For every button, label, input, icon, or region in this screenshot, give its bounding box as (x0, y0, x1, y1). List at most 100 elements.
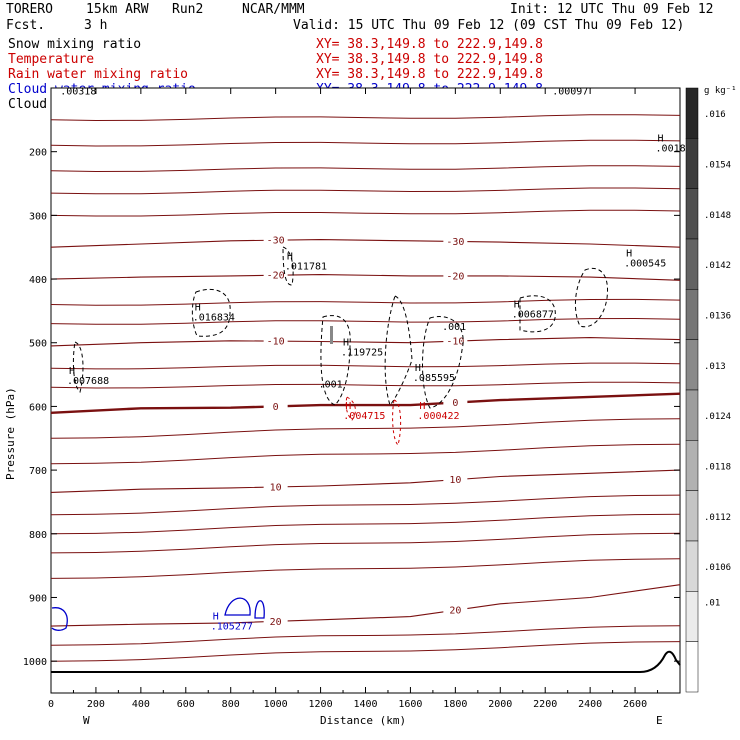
legend-label: Rain water mixing ratio (8, 67, 188, 82)
cloud-water-contour (254, 600, 265, 619)
isotherm-line (50, 298, 681, 306)
isotherm-line (50, 513, 681, 535)
snow-contour (282, 246, 294, 286)
snow-contour (422, 316, 464, 409)
isotherm-label: -20 (446, 271, 464, 282)
x-tick-label: 2400 (578, 699, 602, 710)
header-resolution: 15km ARW (86, 2, 149, 17)
isotherm-label-bg (443, 396, 468, 408)
extremum-letter: H (658, 134, 664, 145)
isotherm-label-bg (443, 269, 468, 281)
extremum-value: .000545 (624, 258, 666, 269)
extremum-value: .011781 (285, 262, 327, 273)
extremum-letter: H (287, 252, 293, 263)
isotherm-line (50, 443, 681, 465)
isotherm-label: 20 (270, 617, 282, 628)
header-source: NCAR/MMM (242, 2, 305, 17)
isotherm-line (50, 558, 681, 579)
extremum-value: .105277 (211, 621, 253, 632)
isotherm-line (50, 494, 681, 516)
legend-label: Temperature (8, 52, 94, 67)
header-fcst-value: 3 h (84, 18, 107, 33)
extremum-letter: H (195, 302, 201, 313)
isotherm-labeled-line (50, 469, 681, 493)
extremum-value: .000422 (417, 411, 459, 422)
extremum-value: .016834 (193, 312, 235, 323)
colorbar-swatch (685, 591, 699, 642)
isotherm-line (50, 317, 681, 325)
rain-contour (345, 396, 356, 421)
header-fcst-label: Fcst. (6, 18, 45, 33)
isotherm-label: 10 (449, 475, 461, 486)
extremum-value: .004715 (343, 411, 385, 422)
x-tick-label: 1200 (309, 699, 333, 710)
header-model: TORERO (6, 2, 53, 17)
terrain-line (51, 650, 681, 673)
isotherm-label: -30 (267, 236, 285, 247)
isotherm-label-bg (263, 400, 288, 412)
colorbar-swatch (685, 238, 699, 290)
isotherm-label-bg (263, 615, 288, 627)
x-tick-label: 2600 (623, 699, 647, 710)
colorbar-label: .0106 (704, 563, 731, 573)
isotherm-label: -20 (267, 271, 285, 282)
colorbar-swatch (685, 490, 699, 542)
snow-contour (519, 295, 556, 333)
cloud-water-contour (224, 597, 251, 616)
extremum-value: .00318 (60, 86, 96, 97)
isotherm-line (50, 381, 681, 389)
extremum-letter: H (415, 363, 421, 374)
isotherm-line (50, 187, 681, 195)
y-axis-label: Pressure (hPa) (4, 387, 17, 480)
isotherm-label: 20 (449, 606, 461, 617)
isotherm-label-bg (263, 480, 288, 492)
x-tick-label: 0 (48, 699, 54, 710)
isotherm-label-bg (263, 269, 288, 281)
x-axis-west-label: W (83, 714, 90, 727)
x-tick-label: 600 (177, 699, 195, 710)
y-tick-label: 700 (29, 466, 47, 477)
legend-xy: XY= 38.3,149.8 to 222.9,149.8 (316, 52, 543, 67)
isotherm-line (50, 165, 681, 173)
isotherm-line (50, 362, 681, 370)
isotherm-line (50, 625, 681, 646)
extremum-letter: H (345, 401, 351, 412)
cloud-ice-core (330, 326, 333, 344)
x-axis-east-label: E (656, 714, 663, 727)
isotherm-line (50, 418, 681, 439)
y-tick-label: 300 (29, 211, 47, 222)
isotherm-line (50, 139, 681, 147)
x-tick-label: 1000 (264, 699, 288, 710)
x-tick-label: 1400 (353, 699, 377, 710)
isotherm-line (50, 641, 681, 662)
isotherm-label: 10 (270, 482, 282, 493)
mixing-ratio-contours (51, 246, 609, 631)
extremum-value: .00097 (552, 86, 588, 97)
extremum-value: .006877 (512, 309, 554, 320)
colorbar-label: .0154 (704, 161, 731, 171)
x-axis: 0 200 400 600 800 1000 1200 1400 1600 1800 2000 220… (48, 88, 659, 710)
extrema-labels: H.007688H.016834H.011781H.119725.001H.08… (60, 86, 685, 632)
colorbar-label: .0136 (704, 312, 731, 322)
snow-contour (574, 268, 609, 328)
colorbar-swatch (685, 389, 699, 441)
isotherm-labeled-line (50, 392, 681, 414)
snow-contour (320, 315, 351, 406)
colorbar: g kg⁻¹ .016 .0154 .0148 .0142 .0136 .013 .0124… (685, 86, 737, 693)
isotherm-labeled-line (50, 584, 681, 627)
header-init: Init: 12 UTC Thu 09 Feb 12 (510, 2, 714, 17)
colorbar-swatch (685, 138, 699, 189)
snow-contour (72, 341, 84, 393)
isotherm-label: 0 (273, 402, 279, 413)
x-tick-label: 1600 (398, 699, 422, 710)
y-tick-label: 900 (29, 593, 47, 604)
header-valid: Valid: 15 UTC Thu 09 Feb 12 (09 CST Thu … (293, 18, 684, 33)
y-tick-label: 600 (29, 402, 47, 413)
plot-frame (50, 87, 681, 694)
isotherm-label: 0 (452, 398, 458, 409)
colorbar-label: .0148 (704, 211, 731, 221)
colorbar-label: .0118 (704, 463, 731, 473)
cloud-water-contour (51, 607, 68, 631)
colorbar-swatch (685, 188, 699, 240)
